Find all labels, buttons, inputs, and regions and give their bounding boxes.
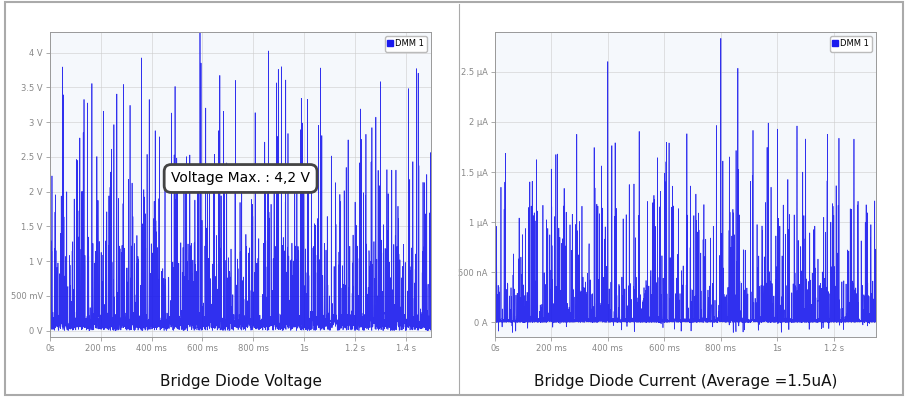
- Legend: DMM 1: DMM 1: [830, 36, 872, 52]
- Legend: DMM 1: DMM 1: [385, 36, 427, 52]
- Text: Bridge Diode Current (Average =1.5uA): Bridge Diode Current (Average =1.5uA): [534, 374, 837, 389]
- Text: Bridge Diode Voltage: Bridge Diode Voltage: [160, 374, 321, 389]
- Text: Voltage Max. : 4,2 V: Voltage Max. : 4,2 V: [171, 172, 311, 185]
